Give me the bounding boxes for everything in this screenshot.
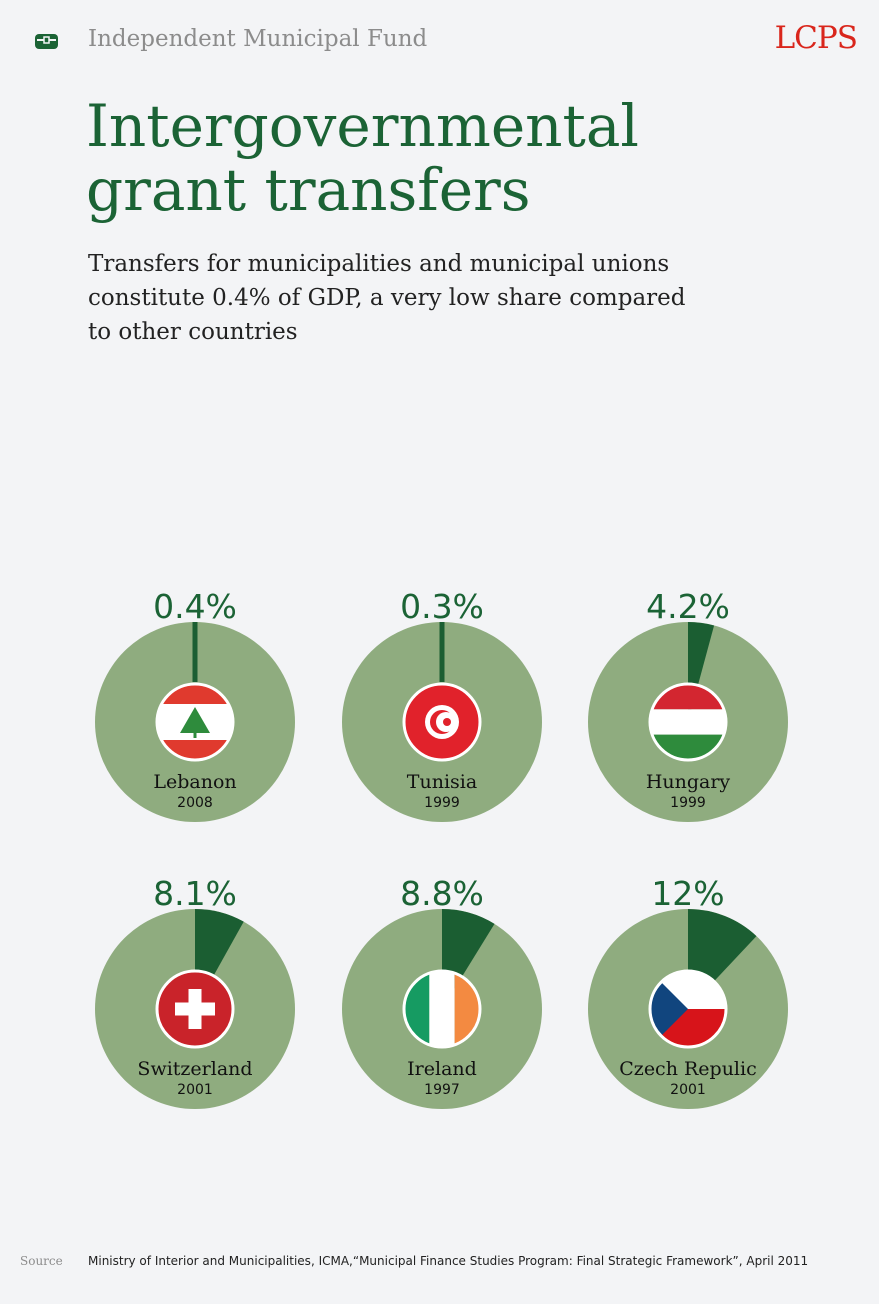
briefcase-icon [35, 34, 58, 49]
subtitle: Transfers for municipalities and municip… [88, 251, 686, 345]
title-line-2: grant transfers [86, 156, 531, 224]
value-label: 4.2% [646, 587, 730, 626]
czech-republic-flag-icon [648, 969, 728, 1049]
value-label: 0.3% [400, 587, 484, 626]
source-label: Source [20, 1254, 63, 1268]
chart-item-ireland: 8.8% Ireland 1997 [337, 874, 547, 1134]
year-label: 2008 [177, 795, 213, 811]
value-label: 8.1% [153, 874, 237, 913]
country-label: Czech Repulic [619, 1058, 757, 1080]
year-label: 2001 [177, 1082, 213, 1098]
country-label: Ireland [407, 1058, 477, 1080]
country-label: Lebanon [153, 771, 237, 793]
pie-chart [342, 622, 542, 822]
pie-chart [588, 622, 788, 822]
page-title: Intergovernmental grant transfers [86, 94, 639, 222]
value-label: 12% [651, 874, 725, 913]
country-label: Hungary [645, 771, 731, 793]
country-label: Tunisia [406, 771, 478, 793]
pie-chart [95, 622, 295, 822]
chart-item-switzerland: 8.1% Switzerland 2001 [90, 874, 300, 1134]
value-label: 0.4% [153, 587, 237, 626]
year-label: 2001 [670, 1082, 706, 1098]
fund-name: Independent Municipal Fund [88, 26, 428, 52]
chart-item-czech-republic: 12% Czech Repulic 2001 [583, 874, 793, 1134]
tunisia-flag-icon [402, 682, 482, 762]
title-line-1: Intergovernmental [86, 92, 639, 160]
value-label: 8.8% [400, 874, 484, 913]
source-text: Ministry of Interior and Municipalities,… [88, 1254, 809, 1268]
year-label: 1999 [670, 795, 706, 811]
chart-item-hungary: 4.2% Hungary 1999 [583, 587, 793, 847]
switzerland-flag-icon [155, 969, 235, 1049]
ireland-flag-icon [402, 969, 482, 1049]
pie-chart [588, 909, 788, 1109]
hungary-flag-icon [648, 682, 728, 762]
year-label: 1999 [424, 795, 460, 811]
chart-item-tunisia: 0.3% Tunisia 1999 [337, 587, 547, 847]
country-label: Switzerland [137, 1058, 253, 1080]
lebanon-flag-icon [155, 682, 235, 762]
lcps-logo: LCPS [774, 20, 858, 56]
pie-chart [342, 909, 542, 1109]
chart-item-lebanon: 0.4% Lebanon 2008 [90, 587, 300, 847]
pie-chart [95, 909, 295, 1109]
year-label: 1997 [424, 1082, 460, 1098]
